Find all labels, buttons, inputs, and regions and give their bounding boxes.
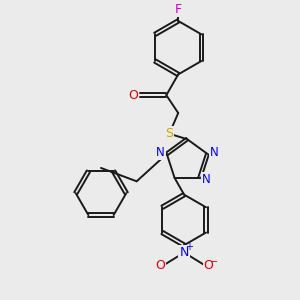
Text: S: S (165, 127, 173, 140)
Text: O: O (155, 259, 165, 272)
Text: N: N (210, 146, 218, 159)
Text: +: + (185, 242, 194, 252)
Text: F: F (175, 3, 182, 16)
Text: −: − (210, 257, 218, 267)
Text: O: O (128, 89, 138, 102)
Text: N: N (156, 146, 165, 159)
Text: N: N (202, 173, 211, 186)
Text: N: N (179, 246, 189, 259)
Text: O: O (204, 259, 213, 272)
